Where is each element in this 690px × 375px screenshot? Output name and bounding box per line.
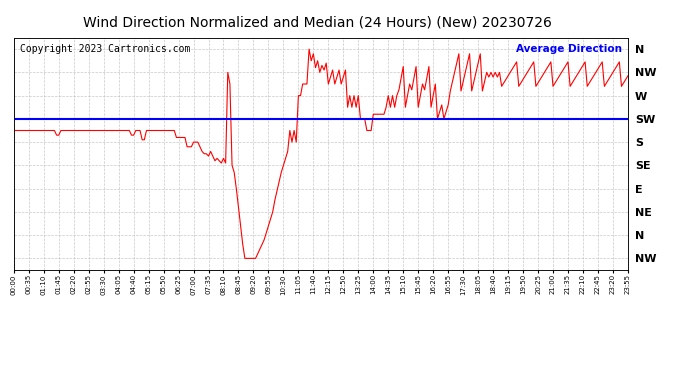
Text: Average Direction: Average Direction [515, 45, 622, 54]
Text: Copyright 2023 Cartronics.com: Copyright 2023 Cartronics.com [20, 45, 190, 54]
Text: Wind Direction Normalized and Median (24 Hours) (New) 20230726: Wind Direction Normalized and Median (24… [83, 15, 552, 29]
